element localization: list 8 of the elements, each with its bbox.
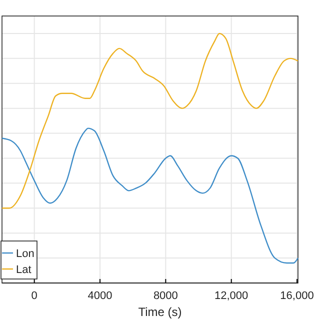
x-tick-label: 0: [31, 290, 38, 302]
x-tick-label: 8000: [153, 290, 178, 302]
legend-label: Lon: [16, 248, 34, 260]
x-tick-label: 16,000: [280, 290, 314, 302]
legend-label: Lat: [16, 264, 32, 276]
x-axis-title: Time (s): [138, 305, 182, 319]
x-tick-label: 4000: [88, 290, 112, 302]
x-tick-label: 12,000: [214, 290, 248, 302]
